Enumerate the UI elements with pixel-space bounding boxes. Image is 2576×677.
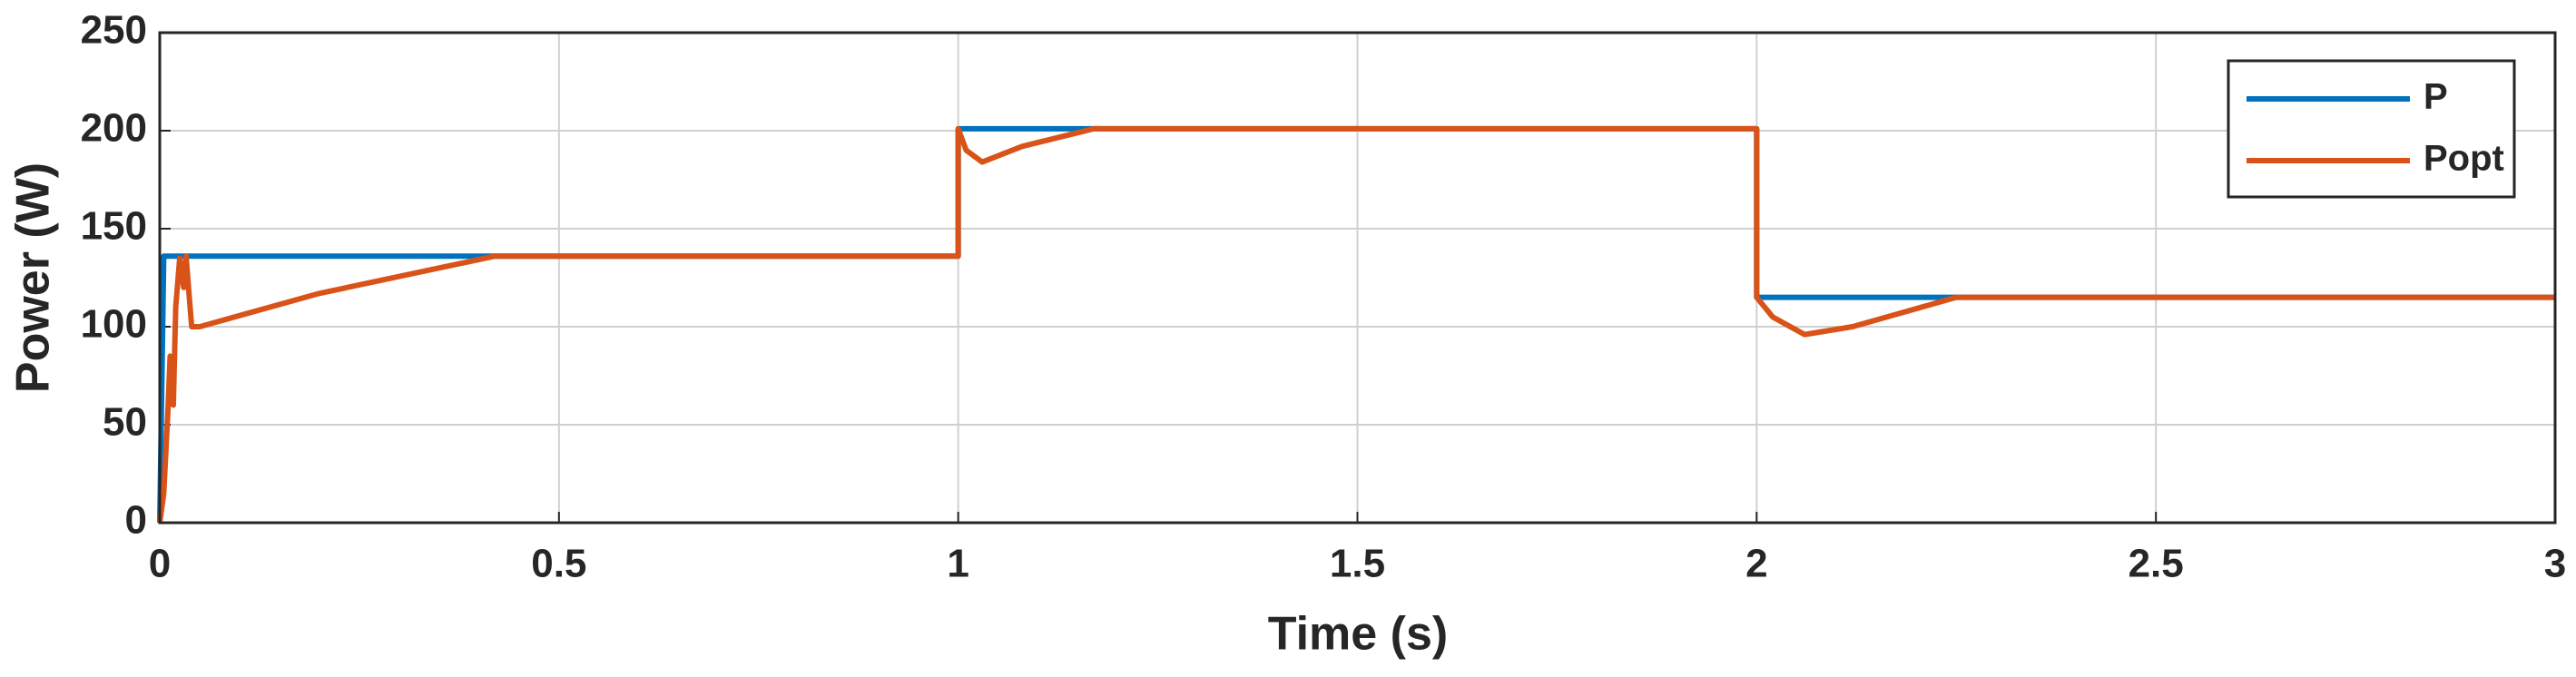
x-axis-label: Time (s) (1268, 608, 1448, 661)
x-tick-label: 1.5 (1330, 542, 1385, 586)
y-tick-label: 100 (81, 302, 147, 347)
x-tick-label: 2 (1745, 542, 1767, 586)
legend-label: P (2424, 77, 2448, 117)
y-tick-label: 250 (81, 8, 147, 53)
x-tick-label: 2.5 (2129, 542, 2184, 586)
x-tick-label: 1 (947, 542, 968, 586)
x-tick-label: 3 (2544, 542, 2566, 586)
y-tick-label: 200 (81, 106, 147, 151)
y-tick-label: 0 (125, 498, 147, 543)
x-tick-label: 0 (149, 542, 171, 586)
y-tick-label: 50 (103, 400, 147, 445)
series-line (157, 125, 2555, 524)
legend-box (2227, 59, 2516, 199)
plot-frame (158, 31, 2557, 525)
legend-label: Popt (2424, 139, 2504, 179)
y-tick-label: 150 (81, 204, 147, 249)
y-axis-label: Power (W) (7, 162, 60, 393)
x-tick-label: 0.5 (531, 542, 586, 586)
